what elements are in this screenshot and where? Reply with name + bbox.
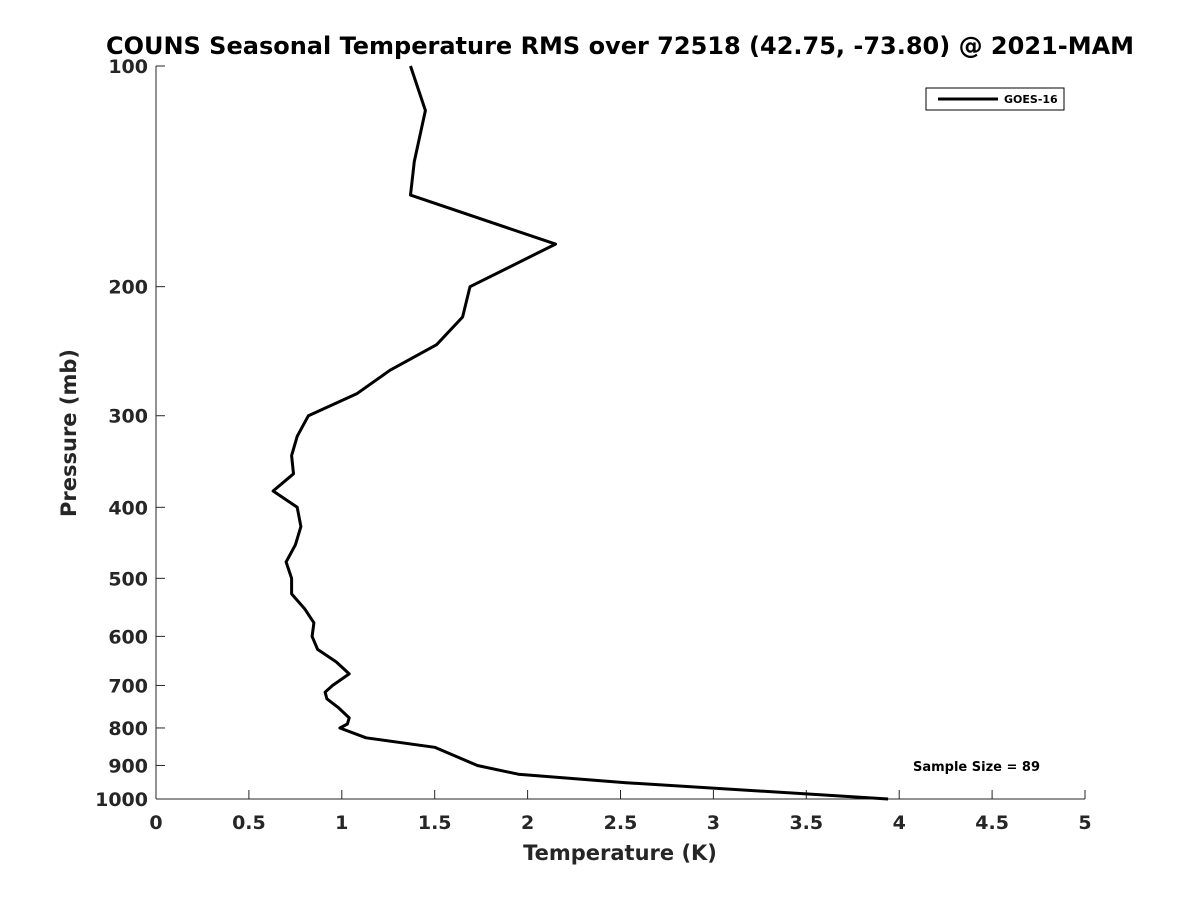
x-tick-label: 2	[521, 812, 534, 834]
x-tick-label: 1	[335, 812, 348, 834]
sample-size-note: Sample Size = 89	[913, 760, 1040, 775]
y-tick-label: 1000	[95, 789, 148, 811]
y-tick-label: 700	[108, 675, 148, 697]
y-axis-label: Pressure (mb)	[57, 349, 81, 517]
y-tick-label: 300	[108, 406, 148, 428]
y-tick-label: 100	[108, 56, 148, 78]
x-tick-label: 2.5	[604, 812, 638, 834]
x-tick-label: 0	[149, 812, 162, 834]
series-layer	[271, 65, 889, 801]
y-tick-label: 800	[108, 718, 148, 740]
plot-axes	[155, 66, 1085, 800]
y-axis-ticks: 100 200 300 400 500 600 700 800 900 1000	[95, 56, 165, 811]
legend-label: GOES-16	[1004, 93, 1058, 106]
x-tick-label: 3.5	[789, 812, 823, 834]
y-tick-label: 400	[108, 497, 148, 519]
x-tick-label: 4	[893, 812, 906, 834]
x-tick-label: 4.5	[975, 812, 1009, 834]
chart-title: COUNS Seasonal Temperature RMS over 7251…	[106, 32, 1134, 60]
y-tick-label: 500	[108, 568, 148, 590]
series-line-1	[271, 65, 889, 801]
y-tick-label: 200	[108, 277, 148, 299]
x-axis-ticks: 0 0.5 1 1.5 2 2.5 3 3.5 4 4.5 5	[149, 790, 1092, 834]
y-tick-label: 900	[108, 755, 148, 777]
legend: GOES-16	[925, 87, 1065, 111]
x-axis-label: Temperature (K)	[523, 841, 717, 865]
x-tick-label: 0.5	[232, 812, 266, 834]
x-tick-label: 5	[1078, 812, 1091, 834]
x-tick-label: 3	[707, 812, 720, 834]
x-tick-label: 1.5	[418, 812, 452, 834]
y-tick-label: 600	[108, 626, 148, 648]
